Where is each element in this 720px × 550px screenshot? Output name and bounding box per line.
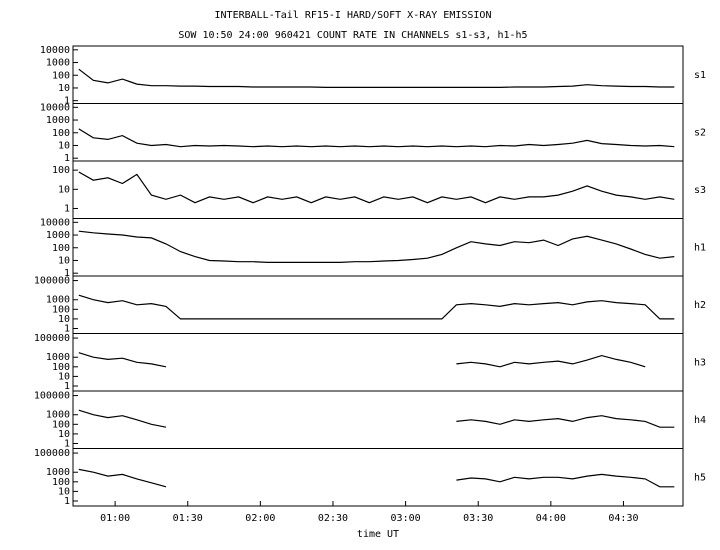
y-tick-label: 1 [64,203,70,214]
y-tick-label: 10 [58,486,70,497]
x-tick-label: 03:30 [463,513,493,524]
y-tick-label: 100 [52,70,70,81]
y-tick-label: 10000 [40,45,70,56]
panel-label: s2 [694,127,706,138]
panel-label: h1 [694,242,706,253]
y-tick-label: 1 [64,96,70,107]
y-tick-label: 1000 [46,295,70,306]
x-axis-label: time UT [357,529,399,540]
y-tick-label: 10 [58,83,70,94]
y-tick-label: 10 [58,255,70,266]
y-tick-label: 100 [52,165,70,176]
data-line [78,294,675,320]
y-tick-label: 100000 [34,448,70,459]
panel-label: h2 [694,300,706,311]
chart-title: INTERBALL-Tail RF15-I HARD/SOFT X-RAY EM… [215,10,492,21]
y-tick-label: 100000 [34,391,70,402]
y-tick-label: 10 [58,140,70,151]
panel-frame [72,103,684,162]
panel-label: s1 [694,70,706,81]
x-tick-label: 01:00 [100,513,130,524]
y-tick-label: 10 [58,371,70,382]
panel-label: h4 [694,415,706,426]
y-tick-label: 10 [58,314,70,325]
y-tick-label: 1000 [46,115,70,126]
panel-label: h3 [694,357,706,368]
y-tick-label: 1 [64,268,70,279]
y-tick-label: 10000 [40,217,70,228]
y-tick-label: 100 [52,419,70,430]
y-tick-label: 10000 [40,102,70,113]
panel-frame [72,160,684,219]
data-line [78,409,675,428]
y-tick-label: 1000 [46,58,70,69]
x-tick-label: 04:00 [536,513,566,524]
data-line [78,468,675,488]
panel-frame [72,218,684,277]
panel-label: s3 [694,185,706,196]
y-tick-label: 1000 [46,352,70,363]
panel-frame [72,333,684,392]
y-tick-label: 10 [58,429,70,440]
y-tick-label: 1 [64,153,70,164]
y-tick-label: 100 [52,128,70,139]
panel-label: h5 [694,472,706,483]
panel-frame [72,275,684,334]
panel-frame [72,390,684,449]
panel-frame [72,45,684,104]
y-tick-label: 1 [64,323,70,334]
y-tick-label: 1000 [46,230,70,241]
panel-frame [72,448,684,507]
x-tick-label: 02:00 [245,513,275,524]
data-line [78,68,675,88]
y-tick-label: 1 [64,381,70,392]
x-tick-label: 01:30 [173,513,203,524]
y-tick-label: 100 [52,362,70,373]
data-line [78,352,646,368]
y-tick-label: 100000 [34,276,70,287]
y-tick-label: 1 [64,438,70,449]
y-tick-label: 10 [58,184,70,195]
y-tick-label: 1 [64,496,70,507]
y-tick-label: 100 [52,477,70,488]
data-line [78,128,675,148]
chart-subtitle: SOW 10:50 24:00 960421 COUNT RATE IN CHA… [178,30,527,41]
y-tick-label: 100000 [34,333,70,344]
data-line [78,230,675,263]
y-tick-label: 100 [52,304,70,315]
y-tick-label: 100 [52,243,70,254]
y-tick-label: 1000 [46,410,70,421]
x-tick-label: 04:30 [608,513,638,524]
data-line [78,171,675,204]
x-tick-label: 03:00 [391,513,421,524]
x-tick-label: 02:30 [318,513,348,524]
y-tick-label: 1000 [46,467,70,478]
